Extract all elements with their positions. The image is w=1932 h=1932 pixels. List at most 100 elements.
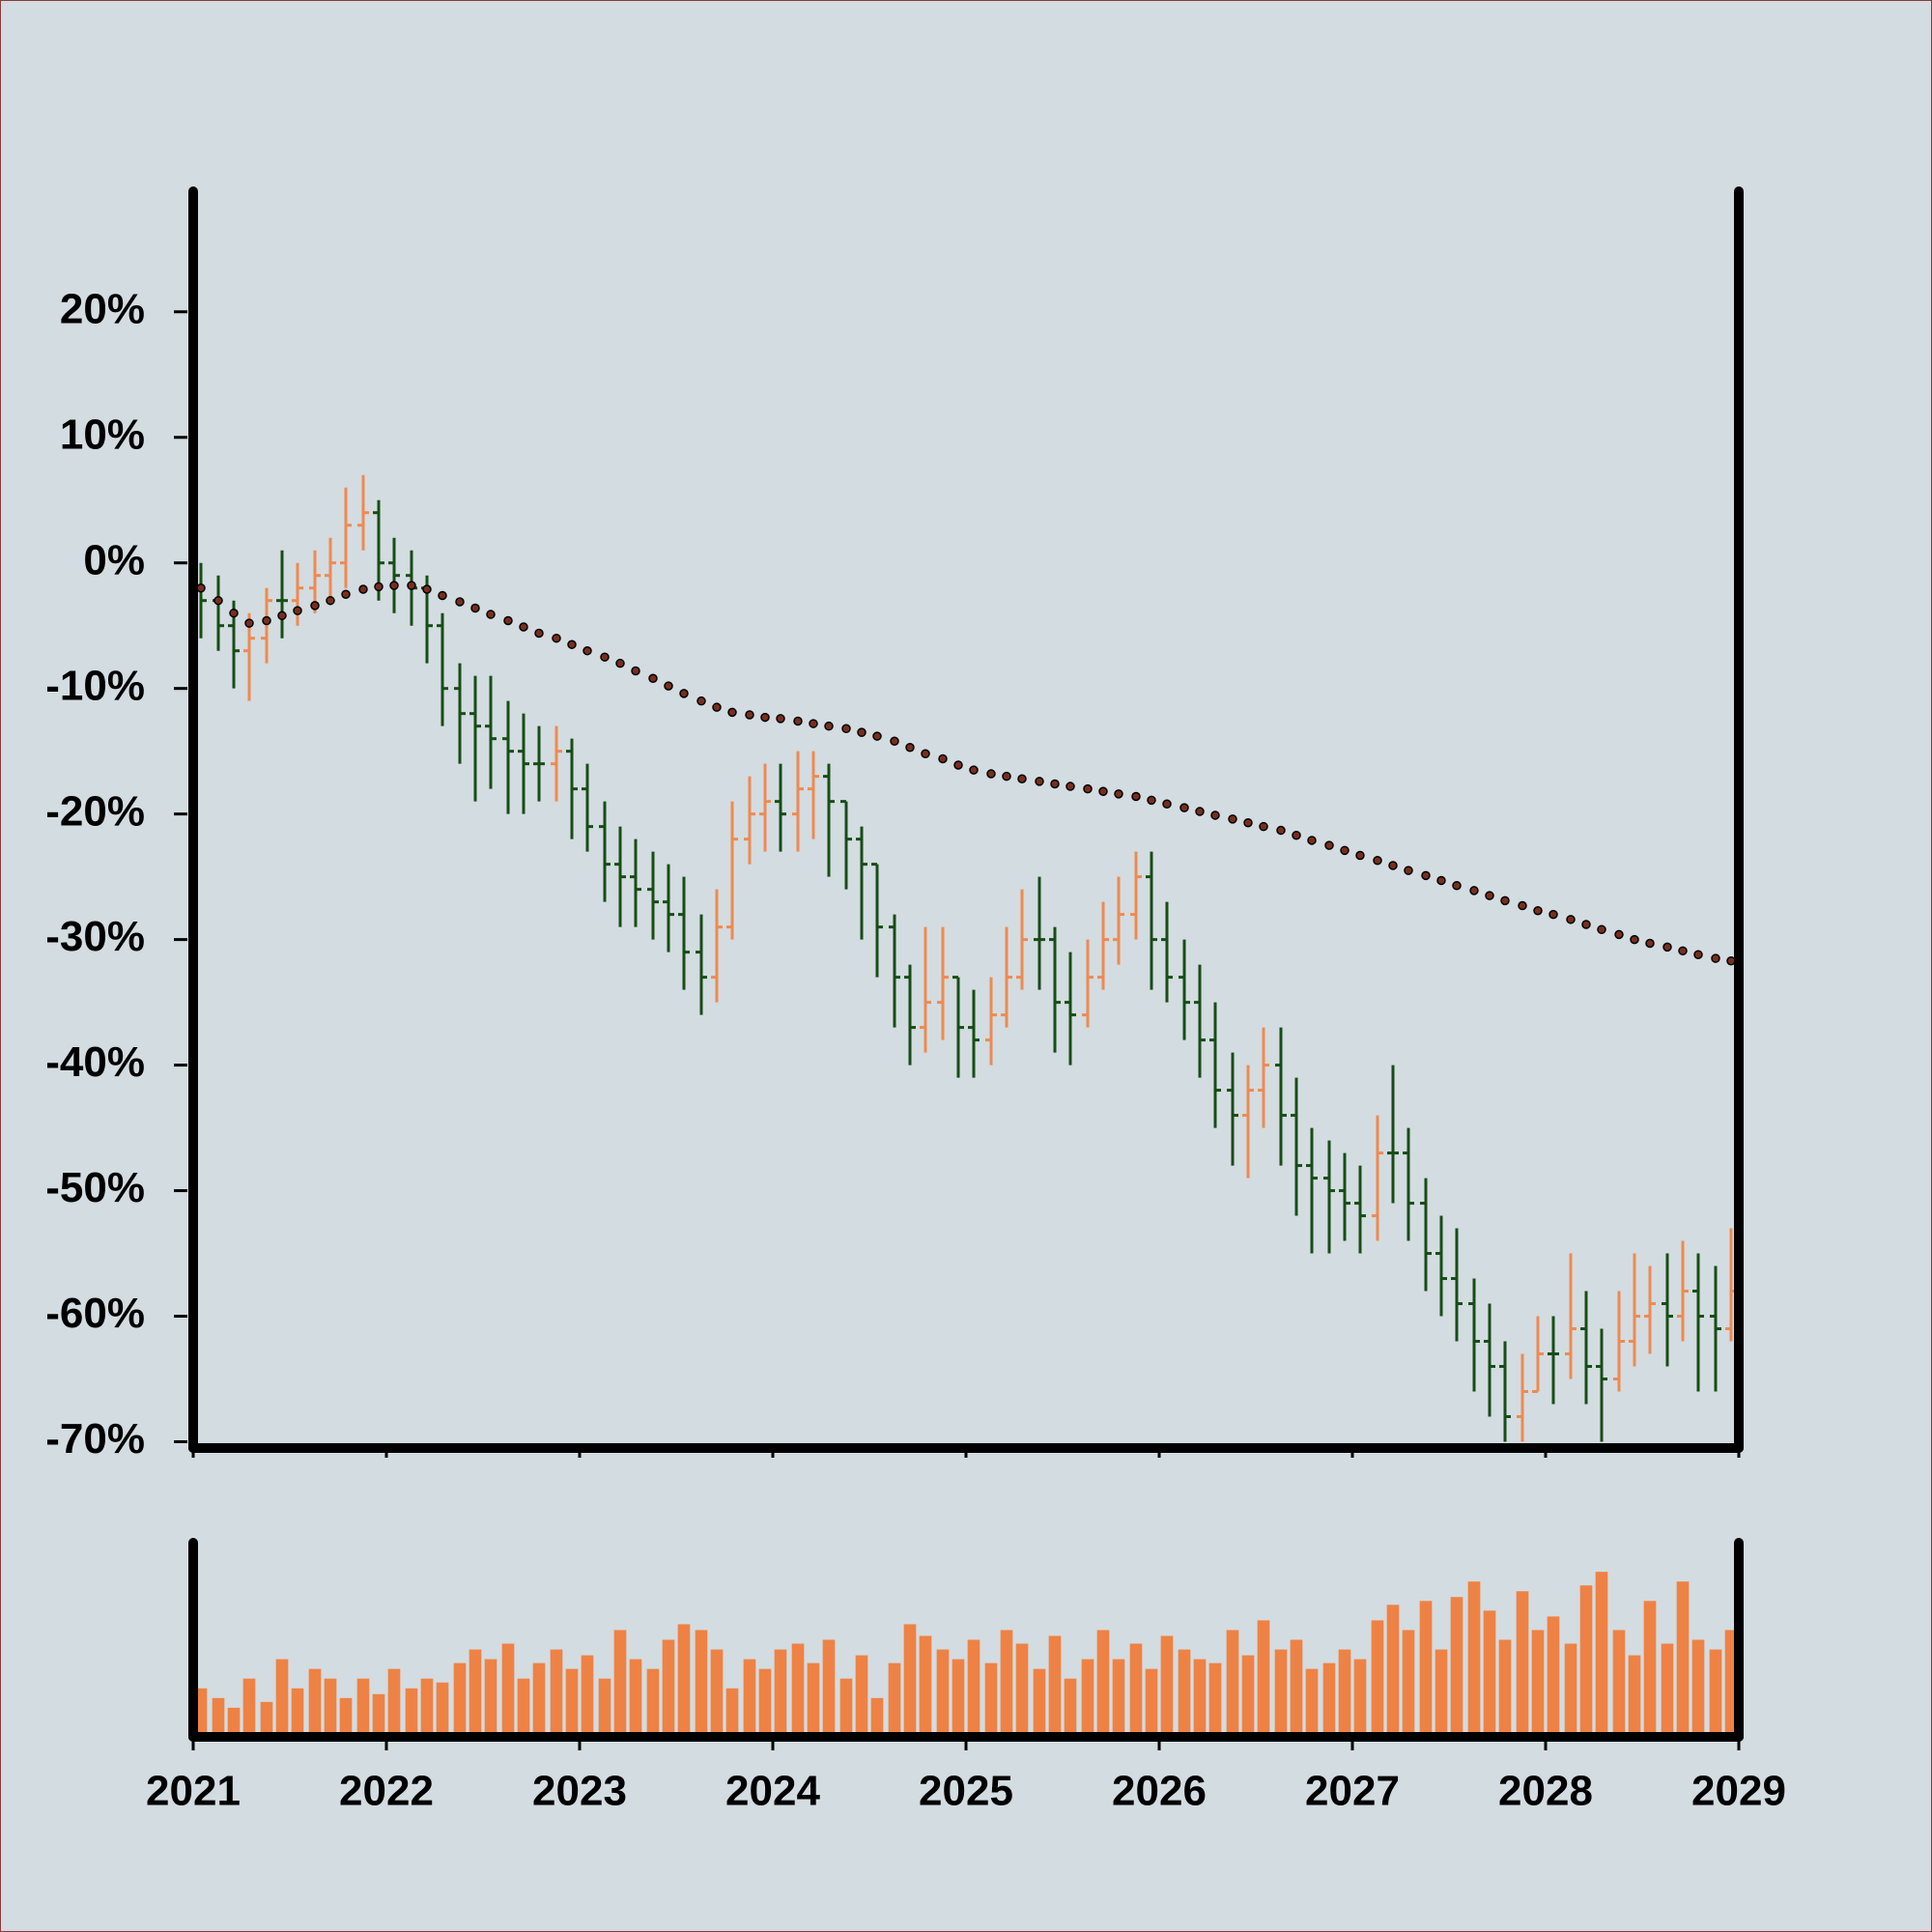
volume-bar [581,1655,594,1737]
moving-average-dot [293,606,302,615]
moving-average-dot [727,707,737,718]
moving-average-dot [857,727,867,737]
volume-bar [1193,1659,1207,1737]
moving-average-dot [1404,866,1413,875]
moving-average-dot [1147,795,1156,806]
moving-average-dot [793,716,803,726]
moving-average-dot [1050,779,1060,789]
moving-average-dot [229,608,239,618]
moving-average-dot [986,769,996,779]
volume-bar [1305,1668,1319,1737]
volume-bar [484,1659,497,1737]
volume-bar [725,1688,739,1737]
volume-bar [807,1662,820,1737]
volume-bar [646,1668,660,1737]
moving-average-dot [1614,929,1624,940]
volume-bar [324,1678,337,1737]
moving-average-dot [1711,953,1720,963]
moving-average-dot [696,696,706,706]
moving-average-dot [470,603,480,613]
moving-average-dot [567,639,577,649]
moving-average-dot [1630,934,1639,945]
moving-average-dot [486,610,496,619]
moving-average-dot [776,714,785,724]
volume-bar [1274,1649,1288,1737]
volume-bar [1579,1585,1593,1737]
moving-average-dot [1645,938,1655,949]
x-tick-label: 2027 [1305,1768,1400,1815]
volume-bar [1467,1581,1481,1737]
volume-bar [1033,1668,1046,1737]
moving-average-dot [600,652,610,662]
moving-average-dot [244,618,254,628]
volume-bar [501,1643,515,1737]
volume-bar [1015,1643,1029,1737]
volume-bar [984,1662,998,1737]
moving-average-dot [1065,781,1075,791]
volume-bar [405,1688,418,1737]
volume-bar [870,1697,884,1737]
moving-average-dot [1017,774,1027,784]
moving-average-dot [358,584,368,594]
moving-average-dot [503,615,513,626]
volume-bar [453,1662,467,1737]
moving-average-dot [1662,942,1672,952]
x-tick-label: 2024 [725,1768,820,1815]
moving-average-dot [1581,920,1591,929]
moving-average-dot [1228,814,1237,824]
volume-bar [1371,1620,1384,1737]
y-tick-label: -70% [45,1415,145,1463]
moving-average-dot [1324,840,1334,850]
moving-average-dot [809,719,818,728]
volume-bar [436,1682,449,1737]
volume-bar [1178,1649,1191,1737]
volume-bar [888,1662,901,1737]
moving-average-dot [1355,850,1365,861]
volume-bar [517,1678,530,1737]
moving-average-dot [712,702,722,712]
volume-bar [1129,1643,1143,1737]
y-tick-label: 20% [60,285,145,332]
volume-bar [565,1668,579,1737]
volume-bar [1064,1678,1077,1737]
volume-bar [774,1649,787,1737]
volume-bar [677,1624,691,1737]
volume-bar [1483,1610,1496,1737]
moving-average-dot [310,601,320,611]
moving-average-dot [1533,905,1543,916]
volume-bar [1516,1591,1529,1737]
moving-average-dot [905,743,915,753]
moving-average-dot [1500,895,1510,906]
moving-average-dot [407,581,416,590]
moving-average-dot [1114,789,1123,799]
volume-bar [1709,1649,1722,1737]
moving-average-dot [1597,924,1606,934]
volume-bar [1435,1649,1448,1737]
volume-bar [532,1662,546,1737]
volume-bar [791,1643,805,1737]
volume-bar [1096,1630,1110,1737]
moving-average-dot [824,721,834,731]
volume-bar [1386,1605,1400,1737]
moving-average-dot [1307,836,1317,845]
moving-average-dot [213,595,223,606]
volume-bar [598,1678,611,1737]
volume-bar [1208,1662,1222,1737]
volume-bar [372,1693,385,1737]
volume-bar [1661,1643,1674,1737]
volume-bar [758,1668,772,1737]
volume-bar [919,1635,932,1737]
y-tick-label: -40% [45,1038,145,1086]
moving-average-dot [1098,786,1108,797]
volume-bar [1595,1572,1608,1737]
volume-bar [1112,1659,1125,1737]
volume-bar [356,1678,370,1737]
volume-bar [291,1688,304,1737]
volume-bar [1691,1639,1705,1737]
x-tick-label: 2025 [919,1768,1013,1815]
moving-average-dot [1083,783,1093,794]
moving-average-dot [1452,880,1462,891]
moving-average-dot [422,584,432,594]
volume-bar [839,1678,853,1737]
